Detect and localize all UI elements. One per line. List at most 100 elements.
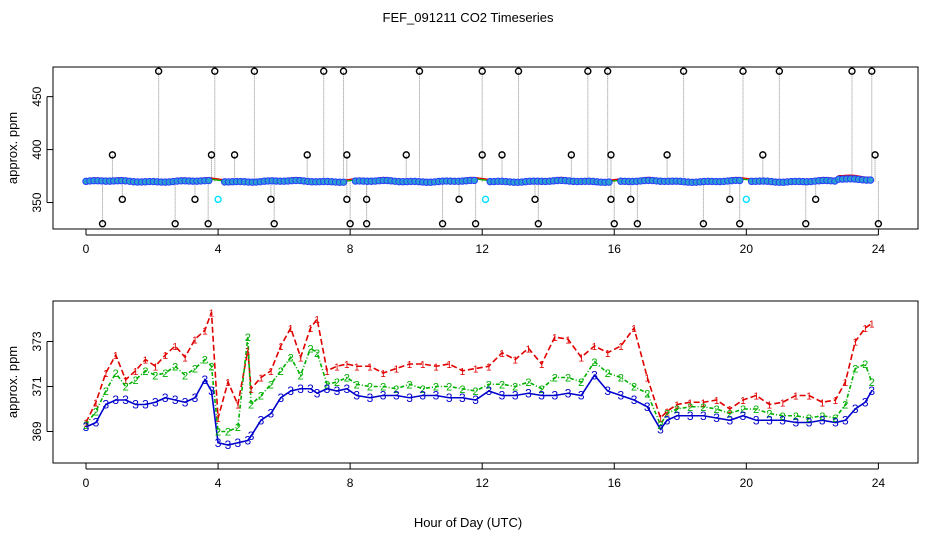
bottom-series-1-point: 1 bbox=[172, 342, 178, 353]
bottom-series-2-point: 2 bbox=[591, 357, 597, 369]
bottom-series-3-point: 3 bbox=[83, 420, 90, 434]
top-outlier-point bbox=[633, 220, 642, 228]
top-mean-point bbox=[866, 176, 875, 184]
top-outlier-point bbox=[663, 151, 671, 159]
bottom-series-2-point: 2 bbox=[852, 364, 858, 376]
top-x-ticks: 0 4 8 12 16 20 24 bbox=[83, 229, 885, 256]
bottom-series-1-point: 1 bbox=[631, 324, 637, 335]
bottom-series-2-point: 2 bbox=[486, 379, 492, 391]
top-panel: approx. ppm 0 4 8 12 16 20 24 350 400 450 bbox=[5, 66, 919, 256]
top-outlier-point bbox=[478, 67, 486, 75]
top-outlier-point bbox=[534, 220, 543, 228]
bottom-series-1-point: 1 bbox=[446, 360, 452, 371]
bottom-series-1-point: 1 bbox=[182, 353, 188, 364]
bottom-series-2-point: 2 bbox=[578, 377, 584, 389]
bottom-series-3-point: 3 bbox=[102, 398, 109, 412]
bottom-series-3-point: 3 bbox=[287, 384, 294, 398]
bottom-series-3-point: 3 bbox=[192, 391, 199, 405]
bottom-series-3-point: 3 bbox=[142, 398, 149, 412]
top-outlier-point bbox=[250, 67, 259, 75]
bottom-series-2-point: 2 bbox=[407, 379, 413, 391]
bottom-series-2-point: 2 bbox=[152, 370, 158, 382]
bottom-series-2-point: 2 bbox=[248, 400, 254, 412]
bottom-series-2-point: 2 bbox=[354, 379, 360, 391]
bottom-series-1-point: 1 bbox=[664, 407, 670, 418]
bottom-series-1-point: 1 bbox=[740, 396, 746, 407]
top-outlier-point bbox=[343, 195, 351, 204]
top-outlier-point bbox=[108, 151, 117, 159]
bottom-series-2-point: 2 bbox=[862, 359, 868, 371]
bottom-series-1-point: 1 bbox=[767, 401, 773, 412]
top-outlier-point bbox=[478, 151, 486, 159]
bottom-series-3-point: 3 bbox=[472, 393, 479, 407]
bottom-y-ticks: 369 371 373 bbox=[30, 331, 53, 442]
bottom-x-ticks: 0 4 8 12 16 20 24 bbox=[83, 463, 885, 490]
bottom-series-3-point: 3 bbox=[334, 384, 341, 398]
bottom-series-2-point: 2 bbox=[298, 370, 304, 382]
bottom-series-3-point: 3 bbox=[525, 386, 532, 400]
bottom-series-2-point: 2 bbox=[334, 377, 340, 389]
top-plot-frame bbox=[52, 66, 919, 230]
bottom-series-2-point: 2 bbox=[288, 352, 294, 364]
bottom-series-1-point: 1 bbox=[565, 335, 571, 346]
bottom-series-1-point: 1 bbox=[407, 360, 413, 371]
bottom-series-1-point: 1 bbox=[278, 342, 284, 353]
bottom-series-1-point: 1 bbox=[512, 356, 518, 367]
bottom-series-2-point: 2 bbox=[208, 361, 214, 373]
bottom-series-2-point: 2 bbox=[103, 386, 109, 398]
top-outlier-point bbox=[726, 195, 734, 204]
bottom-series-3-point: 3 bbox=[792, 416, 799, 430]
bottom-series-2-point: 2 bbox=[202, 355, 208, 367]
bottom-series-3-point: 3 bbox=[726, 413, 733, 427]
top-outlier-point bbox=[339, 67, 348, 75]
top-outlier-point bbox=[362, 195, 371, 204]
top-outlier-point bbox=[584, 67, 592, 75]
top-x-tick-label: 20 bbox=[740, 242, 754, 256]
bottom-series-2-point: 2 bbox=[182, 370, 188, 382]
bottom-series-2-point: 2 bbox=[420, 384, 426, 396]
bottom-series-1-point: 1 bbox=[862, 324, 868, 335]
top-outlier-point bbox=[171, 220, 179, 228]
bottom-series-1-point: 1 bbox=[83, 419, 89, 430]
bottom-series-3-point: 3 bbox=[307, 382, 314, 396]
bottom-series-1-point: 1 bbox=[687, 398, 693, 409]
top-mean-point bbox=[470, 176, 478, 185]
bottom-series-3-point: 3 bbox=[225, 438, 232, 452]
bottom-series-1-point: 1 bbox=[123, 376, 129, 387]
bottom-series-1-point: 1 bbox=[133, 367, 139, 378]
bottom-series-3-point: 3 bbox=[297, 382, 304, 396]
bottom-series-3-point: 3 bbox=[485, 384, 492, 398]
bottom-series-3-point: 3 bbox=[343, 382, 350, 396]
bottom-series-3-point: 3 bbox=[700, 409, 707, 423]
top-outlier-point bbox=[514, 67, 523, 75]
top-outlier-point bbox=[98, 220, 107, 228]
bottom-series-1-point: 1 bbox=[324, 367, 330, 378]
top-outlier-point bbox=[343, 151, 351, 159]
top-x-tick-label: 16 bbox=[608, 242, 622, 256]
bottom-series-1-line bbox=[85, 311, 873, 423]
bottom-series-2-point: 2 bbox=[618, 373, 624, 385]
bottom-series-1-point: 1 bbox=[308, 324, 314, 335]
bottom-series-1-point: 1 bbox=[225, 378, 231, 389]
bottom-series-3-point: 3 bbox=[446, 391, 453, 405]
top-x-tick-label: 4 bbox=[215, 242, 222, 256]
top-outlier-point bbox=[874, 220, 883, 228]
bottom-series-3-point: 3 bbox=[832, 416, 839, 430]
top-outlier-point bbox=[739, 67, 747, 75]
bottom-series-1-point: 1 bbox=[344, 360, 350, 371]
bottom-series-3-point: 3 bbox=[215, 436, 222, 450]
top-outlier-point bbox=[303, 151, 311, 159]
bottom-series-2-point: 2 bbox=[631, 382, 637, 394]
bottom-series-3-point: 3 bbox=[112, 393, 119, 407]
top-outlier-point bbox=[627, 195, 635, 204]
bottom-series-2-point: 2 bbox=[314, 348, 320, 360]
top-outlier-point bbox=[607, 195, 615, 204]
top-outlier-point bbox=[415, 67, 424, 75]
bottom-series-2-point: 2 bbox=[83, 420, 89, 432]
top-x-tick-label: 0 bbox=[83, 242, 90, 256]
bottom-series-1-point: 1 bbox=[103, 369, 109, 380]
bottom-series-3-point: 3 bbox=[122, 393, 129, 407]
chart-title: FEF_091211 CO2 Timeseries bbox=[383, 10, 554, 25]
bottom-series-2-point: 2 bbox=[245, 332, 251, 344]
top-mean-point bbox=[605, 178, 613, 186]
